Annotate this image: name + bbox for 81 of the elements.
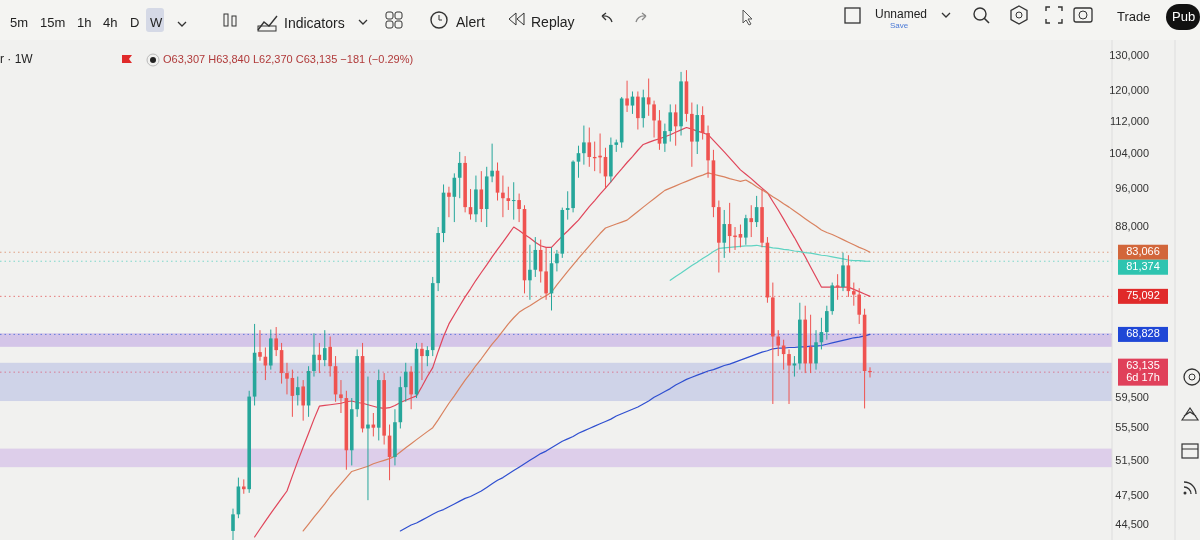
ref-line-label: 75,092 [1126,289,1160,302]
candlestick [852,282,856,307]
candlestick [576,145,581,179]
candlestick [825,305,829,341]
candlestick [409,365,413,410]
y-tick-label: 59,500 [1115,390,1149,403]
candlestick [868,366,872,378]
candlestick [641,89,646,129]
candlestick [295,376,300,406]
candlestick [501,175,505,218]
candlestick [544,246,548,301]
candlestick [841,252,845,292]
candlestick [506,186,511,211]
candlestick [274,326,278,357]
candlestick [776,329,781,357]
text: Alert [456,13,485,30]
candlestick [457,151,462,199]
candlestick [285,362,289,395]
text: Pub [1172,9,1196,25]
line-series [669,244,871,281]
candlestick [231,508,235,540]
candlestick [322,329,327,367]
y-tick-label: 120,000 [1109,84,1149,97]
candlestick [328,336,332,378]
line-series [399,333,871,532]
annotation: O63,307 H63,840 L62,370 C63,135 −181 (−0.29%) [163,52,414,65]
text: Replay [531,13,575,30]
candlestick [528,244,532,301]
candlestick [792,355,797,378]
candlestick [835,273,840,301]
line-series [302,172,871,532]
y-tick-label: 55,500 [1115,421,1149,434]
candlestick [857,287,861,325]
text: r · 1W [0,52,34,67]
candlestick [668,103,673,143]
candlestick [490,143,494,183]
text: W [150,15,163,31]
candlestick [663,123,667,153]
candlestick [312,332,316,378]
candlestick [582,125,586,166]
text: 15m [40,15,66,31]
candlestick [738,224,743,248]
text: Unnamed [875,7,928,22]
y-tick-label: 104,000 [1109,146,1149,159]
candlestick [420,342,424,381]
candlestick [517,193,521,223]
candlestick [301,379,305,422]
candlestick [339,379,343,414]
candlestick [511,181,516,221]
candlestick [258,329,262,362]
y-tick-label: 88,000 [1115,219,1149,232]
candlestick [787,348,791,405]
y-tick-label: 51,500 [1115,454,1149,467]
candlestick [636,90,640,130]
ref-line-label: 68,828 [1126,327,1160,340]
text: 4h [103,15,118,31]
candlestick [749,204,754,238]
candlestick [587,127,592,168]
candlestick [625,80,629,113]
y-tick-label: 44,500 [1115,517,1149,530]
text: Indicators [284,14,345,31]
candlestick [403,362,408,403]
candlestick [555,249,559,272]
y-tick-label: 112,000 [1110,114,1149,127]
candlestick [722,209,727,259]
candlestick [814,329,818,371]
ref-line-label: 63,135 6d 17h [1126,359,1160,384]
text: D [130,15,140,31]
text: Trade [1117,9,1151,25]
y-tick-label: 96,000 [1115,181,1149,194]
text: 1h [77,15,92,31]
text: Save [890,21,909,31]
candlestick [538,239,543,284]
text: 5m [10,15,29,31]
y-tick-label: 47,500 [1115,489,1149,502]
ref-line-label: 83,066 [1126,245,1160,258]
y-tick-label: 130,000 [1109,49,1149,62]
candlestick [447,186,451,218]
ref-line-label: 81,374 [1126,260,1160,273]
candlestick [652,100,656,139]
candlestick [744,214,748,246]
